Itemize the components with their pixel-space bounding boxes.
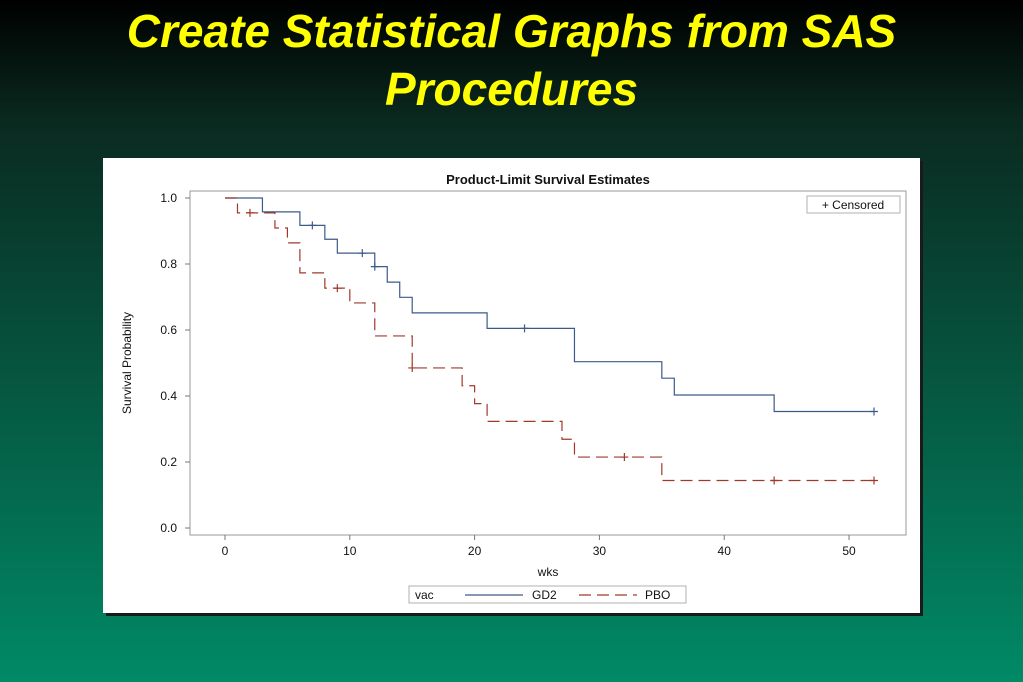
slide-title-line1: Create Statistical Graphs from SAS (126, 5, 897, 57)
legend-label-gd2: GD2 (532, 588, 557, 602)
censored-mark-gd2 (520, 324, 529, 333)
chart-title: Product-Limit Survival Estimates (446, 172, 650, 187)
censored-mark-pbo (408, 363, 417, 372)
legend-title: vac (415, 588, 434, 602)
y-tick-label: 0.8 (160, 257, 177, 271)
x-tick-label: 50 (842, 544, 856, 558)
censored-mark-pbo (620, 453, 629, 462)
plot-area (189, 190, 907, 536)
survival-chart: Product-Limit Survival Estimates 0 10 20 30… (120, 172, 907, 604)
censored-mark-pbo (870, 476, 878, 485)
y-tick-label: 0.6 (160, 323, 177, 337)
slide-title: Create Statistical Graphs from SAS Proce… (0, 2, 1023, 118)
censored-mark-gd2 (308, 221, 317, 230)
x-axis-label: wks (537, 565, 559, 579)
x-tick-label: 20 (468, 544, 482, 558)
x-tick-label: 40 (718, 544, 732, 558)
censored-mark-pbo (770, 476, 779, 485)
x-tick-label: 30 (593, 544, 607, 558)
y-axis-label: Survival Probability (120, 312, 134, 414)
censored-mark-gd2 (358, 249, 367, 258)
x-tick-label: 10 (343, 544, 357, 558)
series-pbo-line (225, 197, 874, 482)
censored-mark-gd2 (370, 262, 379, 271)
censored-mark-gd2 (870, 407, 878, 416)
y-tick-label: 0.0 (160, 521, 177, 535)
legend-label-pbo: PBO (645, 588, 670, 602)
censored-mark-pbo (333, 284, 342, 293)
censored-legend-label: + Censored (822, 198, 884, 212)
censored-mark-pbo (245, 208, 254, 217)
censored-legend: + Censored (806, 195, 901, 214)
slide-title-line2: Procedures (384, 63, 639, 115)
x-tick-label: 0 (222, 544, 229, 558)
y-tick-label: 1.0 (160, 191, 177, 205)
y-tick-label: 0.4 (160, 389, 177, 403)
y-tick-label: 0.2 (160, 455, 177, 469)
series-legend: vac GD2 PBO (408, 585, 687, 604)
chart-panel: Product-Limit Survival Estimates 0 10 20 30… (103, 158, 920, 613)
series-gd2-line (225, 197, 874, 413)
